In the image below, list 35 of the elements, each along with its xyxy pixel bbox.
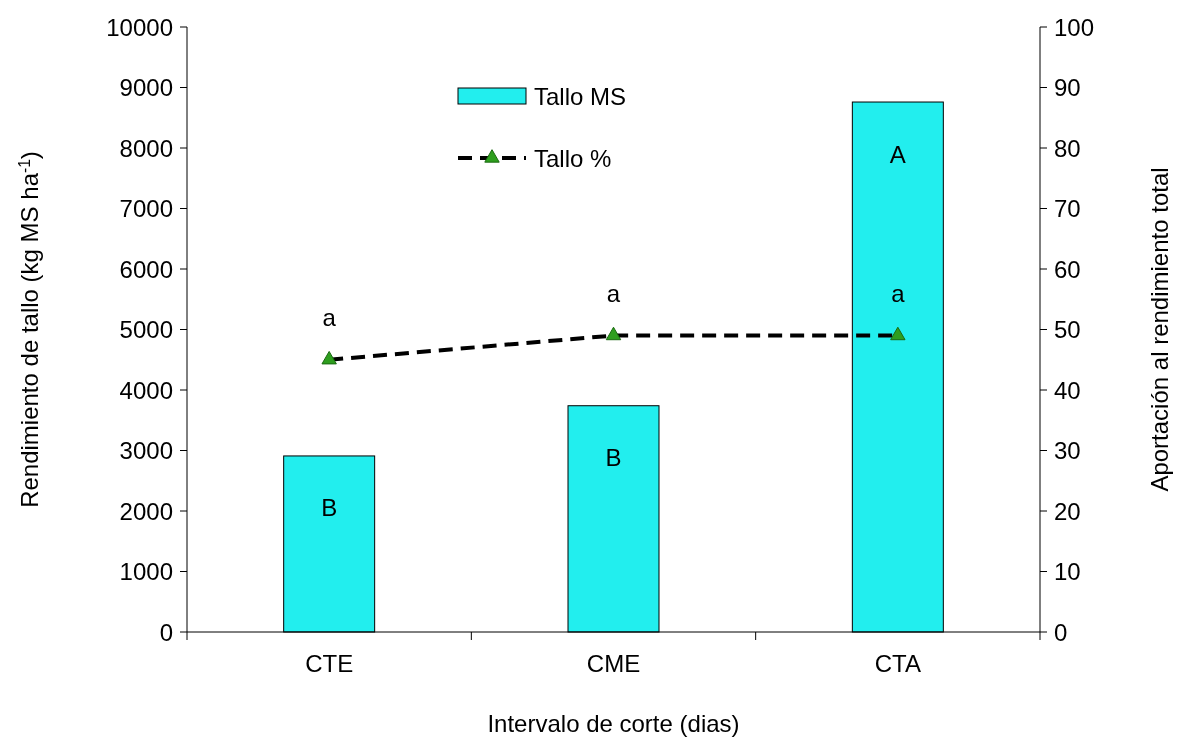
- y-tick-label: 2000: [119, 497, 173, 525]
- y2-tick-label: 100: [1054, 13, 1095, 41]
- y2-tick-label: 40: [1054, 376, 1081, 404]
- y2-tick-label: 70: [1054, 195, 1081, 222]
- annotation: B: [321, 494, 338, 522]
- y-tick-label: 10000: [106, 13, 173, 41]
- y-tick-label: 1000: [119, 558, 173, 585]
- annotation: a: [606, 280, 621, 308]
- y2-tick-label: 50: [1054, 316, 1081, 343]
- y2-tick-label: 30: [1054, 437, 1081, 464]
- y-tick-label: 4000: [119, 376, 173, 404]
- annotation: a: [891, 280, 906, 308]
- x-tick-label: CME: [586, 650, 641, 677]
- y-tick-label: 5000: [119, 316, 173, 343]
- y-tick-label: 0: [159, 618, 173, 646]
- y2-tick-label: 60: [1054, 255, 1081, 283]
- legend-label: Tallo %: [534, 144, 612, 172]
- y2-axis-title: Aportación al rendimiento total: [1146, 167, 1173, 492]
- y-tick-label: 9000: [119, 74, 173, 101]
- legend-label: Tallo MS: [534, 82, 627, 110]
- x-axis-title: Intervalo de corte (dias): [487, 710, 740, 737]
- y2-tick-label: 90: [1054, 74, 1081, 101]
- y-tick-label: 8000: [119, 134, 173, 162]
- y-tick-label: 6000: [119, 255, 173, 283]
- y2-tick-label: 0: [1054, 618, 1068, 646]
- y2-tick-label: 20: [1054, 497, 1081, 525]
- annotation: B: [605, 444, 622, 472]
- y-tick-label: 3000: [119, 437, 173, 464]
- x-tick-label: CTE: [305, 650, 354, 677]
- y2-tick-label: 10: [1054, 558, 1081, 585]
- annotation: a: [322, 304, 337, 332]
- y2-tick-label: 80: [1054, 134, 1081, 162]
- annotation: A: [889, 140, 906, 168]
- y-tick-label: 7000: [119, 195, 173, 222]
- x-tick-label: CTA: [874, 650, 921, 677]
